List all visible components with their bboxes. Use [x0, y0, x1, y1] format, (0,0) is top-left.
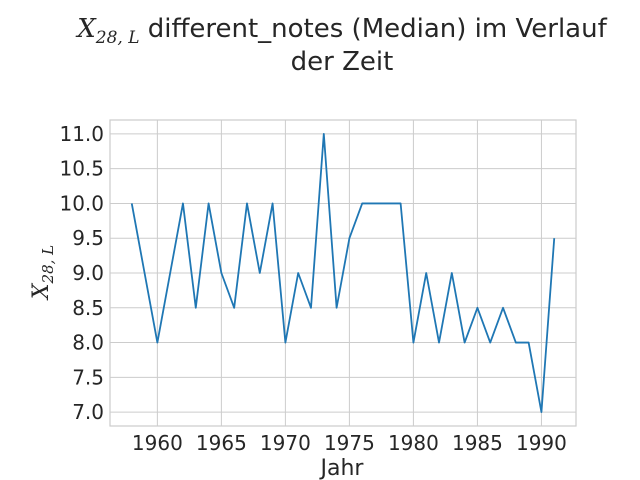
title-math-symbol: X — [75, 14, 97, 44]
x-tick-label-1975: 1975 — [324, 431, 375, 455]
y-tick-label-10.5: 10.5 — [59, 157, 104, 181]
y-tick-label-7.0: 7.0 — [72, 400, 104, 424]
y-tick-label-8.5: 8.5 — [72, 296, 104, 320]
series-layer — [130, 133, 556, 413]
x-tick-label-1970: 1970 — [260, 431, 311, 455]
title-math-subscript: 28, L — [95, 28, 140, 48]
gridlines — [110, 120, 576, 426]
y-tick-label-9.0: 9.0 — [72, 261, 104, 285]
y-tick-label-10.0: 10.0 — [59, 191, 104, 215]
chart-title: X28, L different_notes (Median) im Verla… — [75, 14, 607, 77]
series-line-1 — [130, 133, 556, 413]
x-tick-label-1985: 1985 — [452, 431, 503, 455]
y-tick-labels: 7.0 7.5 8.0 8.5 9.0 9.5 10.0 10.5 11.0 — [59, 122, 104, 424]
x-tick-label-1965: 1965 — [196, 431, 247, 455]
y-tick-label-7.5: 7.5 — [72, 365, 104, 389]
title-text: different_notes (Median) im Verlauf — [139, 14, 607, 44]
y-axis-math-subscript: 28, L — [39, 245, 57, 285]
y-tick-label-9.5: 9.5 — [72, 226, 104, 250]
x-axis-label: Jahr — [319, 456, 365, 480]
x-tick-label-1980: 1980 — [388, 431, 439, 455]
x-tick-label-1960: 1960 — [132, 431, 183, 455]
y-axis-math-symbol: X — [29, 282, 54, 301]
title-line-2: der Zeit — [291, 47, 394, 77]
x-tick-label-1990: 1990 — [516, 431, 567, 455]
x-tick-labels: 1960 1965 1970 1975 1980 1985 1990 — [132, 431, 567, 455]
plot-area-frame — [109, 119, 577, 427]
y-axis-label: X28, L — [29, 245, 57, 301]
y-tick-label-11.0: 11.0 — [59, 122, 104, 146]
title-line-1: X28, L different_notes (Median) im Verla… — [75, 14, 607, 48]
y-tick-label-8.0: 8.0 — [72, 331, 104, 355]
